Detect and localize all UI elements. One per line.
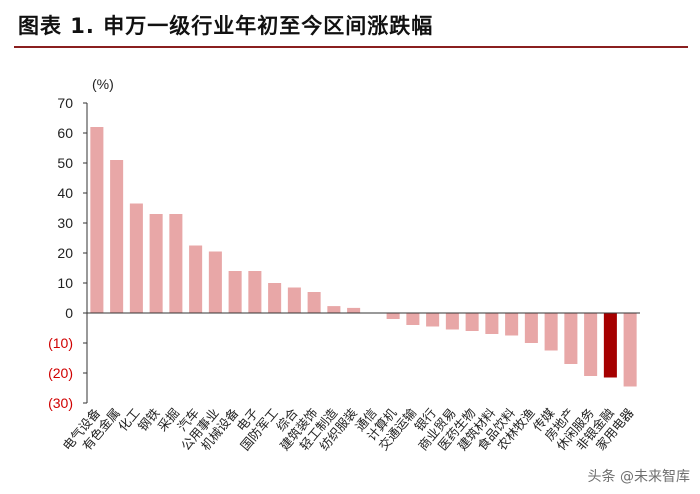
- bar: [228, 271, 242, 313]
- bar: [564, 313, 578, 364]
- y-tick-label: 60: [57, 125, 73, 141]
- y-axis-unit: (%): [92, 76, 114, 92]
- bar: [268, 283, 282, 313]
- chart-title: 图表 1. 申万一级行业年初至今区间涨跌幅: [18, 14, 434, 38]
- y-tick-label: (30): [48, 395, 73, 411]
- bar: [603, 313, 617, 378]
- bar: [406, 313, 420, 325]
- y-tick-label: 30: [57, 215, 73, 231]
- bar: [90, 127, 104, 313]
- bar: [129, 203, 143, 313]
- y-tick-label: 20: [57, 245, 73, 261]
- bar: [149, 214, 163, 313]
- bar: [208, 251, 222, 313]
- bar: [169, 214, 183, 313]
- y-tick-label: (20): [48, 365, 73, 381]
- bar: [307, 292, 321, 313]
- y-tick-label: 10: [57, 275, 73, 291]
- bar: [505, 313, 519, 336]
- bar: [347, 307, 361, 313]
- y-tick-label: 40: [57, 185, 73, 201]
- bar: [544, 313, 558, 351]
- bar: [110, 160, 124, 313]
- y-tick-label: (10): [48, 335, 73, 351]
- bar: [465, 313, 479, 331]
- bar: [584, 313, 598, 376]
- bar: [287, 287, 301, 313]
- y-tick-label: 0: [65, 305, 73, 321]
- bar: [386, 313, 400, 319]
- title-divider: [14, 46, 688, 48]
- bar: [189, 245, 203, 313]
- y-tick-label: 50: [57, 155, 73, 171]
- bar: [485, 313, 499, 334]
- bar: [327, 306, 341, 313]
- bar: [248, 271, 262, 313]
- y-tick-label: 70: [57, 95, 73, 111]
- bar: [524, 313, 538, 343]
- bar: [445, 313, 459, 330]
- bar: [623, 313, 637, 387]
- watermark: 头条 @未来智库: [587, 469, 690, 485]
- bar: [426, 313, 440, 327]
